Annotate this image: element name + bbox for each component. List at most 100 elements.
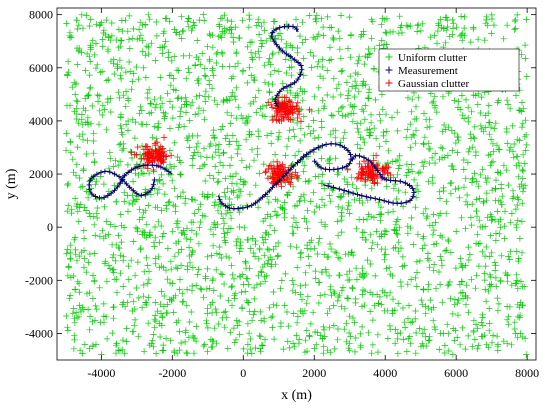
uniform-clutter-point <box>64 324 71 331</box>
uniform-clutter-point <box>222 239 229 246</box>
uniform-clutter-point <box>216 243 223 251</box>
uniform-clutter-point <box>71 236 78 243</box>
uniform-clutter-point <box>300 55 307 62</box>
uniform-clutter-point <box>362 236 370 244</box>
uniform-clutter-point <box>462 198 470 205</box>
uniform-clutter-point <box>495 146 502 153</box>
uniform-clutter-point <box>453 24 460 31</box>
uniform-clutter-point <box>242 136 250 143</box>
uniform-clutter-point <box>80 306 88 313</box>
uniform-clutter-point <box>492 197 499 204</box>
uniform-clutter-point <box>92 40 100 47</box>
uniform-clutter-point <box>166 18 173 25</box>
gaussian-clutter-point <box>294 114 301 122</box>
uniform-clutter-point <box>133 63 140 71</box>
uniform-clutter-point <box>168 266 175 273</box>
uniform-clutter-point <box>232 96 239 103</box>
measurement-point <box>397 178 403 184</box>
uniform-clutter-point <box>407 224 414 232</box>
uniform-clutter-point <box>230 38 237 46</box>
uniform-clutter-point <box>375 300 382 307</box>
uniform-clutter-point <box>117 113 124 120</box>
gaussian-clutter-point <box>145 148 152 156</box>
uniform-clutter-point <box>401 324 409 331</box>
uniform-clutter-point <box>228 201 235 208</box>
uniform-clutter-point <box>116 158 124 165</box>
uniform-clutter-point <box>123 325 130 332</box>
uniform-clutter-point <box>519 120 527 127</box>
uniform-clutter-point <box>320 32 327 39</box>
measurement-point <box>297 71 304 77</box>
uniform-clutter-point <box>354 60 361 67</box>
uniform-clutter-point <box>191 210 198 217</box>
uniform-clutter-point <box>291 152 299 159</box>
uniform-clutter-point <box>299 39 306 46</box>
uniform-clutter-point <box>423 342 430 350</box>
uniform-clutter-point <box>246 64 253 71</box>
uniform-clutter-point <box>104 98 111 106</box>
uniform-clutter-point <box>361 302 368 309</box>
uniform-clutter-point <box>129 178 137 185</box>
uniform-clutter-point <box>213 101 221 108</box>
uniform-clutter-point <box>403 22 410 29</box>
uniform-clutter-point <box>203 194 211 201</box>
uniform-clutter-point <box>102 232 109 240</box>
uniform-clutter-point <box>162 267 170 274</box>
uniform-clutter-point <box>294 49 301 56</box>
uniform-clutter-point <box>338 68 345 75</box>
uniform-clutter-point <box>260 160 267 168</box>
uniform-clutter-point <box>486 327 493 334</box>
uniform-clutter-point <box>70 305 77 312</box>
uniform-clutter-point <box>89 102 96 110</box>
measurement-point <box>386 199 392 205</box>
uniform-clutter-point <box>179 188 187 196</box>
uniform-clutter-point <box>335 203 342 210</box>
uniform-clutter-point <box>404 315 412 322</box>
uniform-clutter-point <box>112 157 119 164</box>
uniform-clutter-point <box>455 98 462 105</box>
uniform-clutter-point <box>155 218 162 225</box>
uniform-clutter-point <box>235 142 243 149</box>
uniform-clutter-point <box>329 93 337 101</box>
uniform-clutter-point <box>358 323 366 331</box>
uniform-clutter-point <box>469 200 476 208</box>
gaussian-clutter-point <box>262 168 270 175</box>
uniform-clutter-point <box>380 132 387 140</box>
uniform-clutter-point <box>221 230 228 237</box>
uniform-clutter-point <box>192 111 199 118</box>
uniform-clutter-point <box>67 149 75 156</box>
uniform-clutter-point <box>319 180 326 187</box>
uniform-clutter-point <box>107 108 115 116</box>
uniform-clutter-point <box>138 120 145 128</box>
uniform-clutter-point <box>448 179 455 187</box>
uniform-clutter-point <box>126 12 133 20</box>
gaussian-clutter-point <box>372 152 380 159</box>
uniform-clutter-point <box>305 123 312 130</box>
uniform-clutter-point <box>515 173 522 180</box>
uniform-clutter-point <box>261 252 268 259</box>
uniform-clutter-point <box>129 307 136 315</box>
uniform-clutter-point <box>327 198 334 205</box>
uniform-clutter-point <box>311 93 318 100</box>
measurement-point <box>287 167 293 173</box>
uniform-clutter-point <box>129 200 136 208</box>
uniform-clutter-point <box>283 69 290 77</box>
uniform-clutter-point <box>509 148 517 155</box>
uniform-clutter-point <box>220 96 227 104</box>
uniform-clutter-point <box>351 93 358 101</box>
uniform-clutter-point <box>189 155 196 162</box>
uniform-clutter-point <box>185 23 192 30</box>
uniform-clutter-point <box>454 334 461 341</box>
uniform-clutter-point <box>310 117 317 124</box>
uniform-clutter-point <box>483 189 490 197</box>
uniform-clutter-point <box>93 305 100 313</box>
uniform-clutter-point <box>210 287 217 294</box>
uniform-clutter-point <box>515 257 522 265</box>
uniform-clutter-point <box>118 37 125 45</box>
uniform-clutter-point <box>326 180 333 187</box>
uniform-clutter-point <box>155 186 163 193</box>
measurement-point <box>398 200 404 206</box>
measurement-point <box>128 167 134 173</box>
uniform-clutter-point <box>164 301 171 308</box>
uniform-clutter-point <box>171 139 178 147</box>
